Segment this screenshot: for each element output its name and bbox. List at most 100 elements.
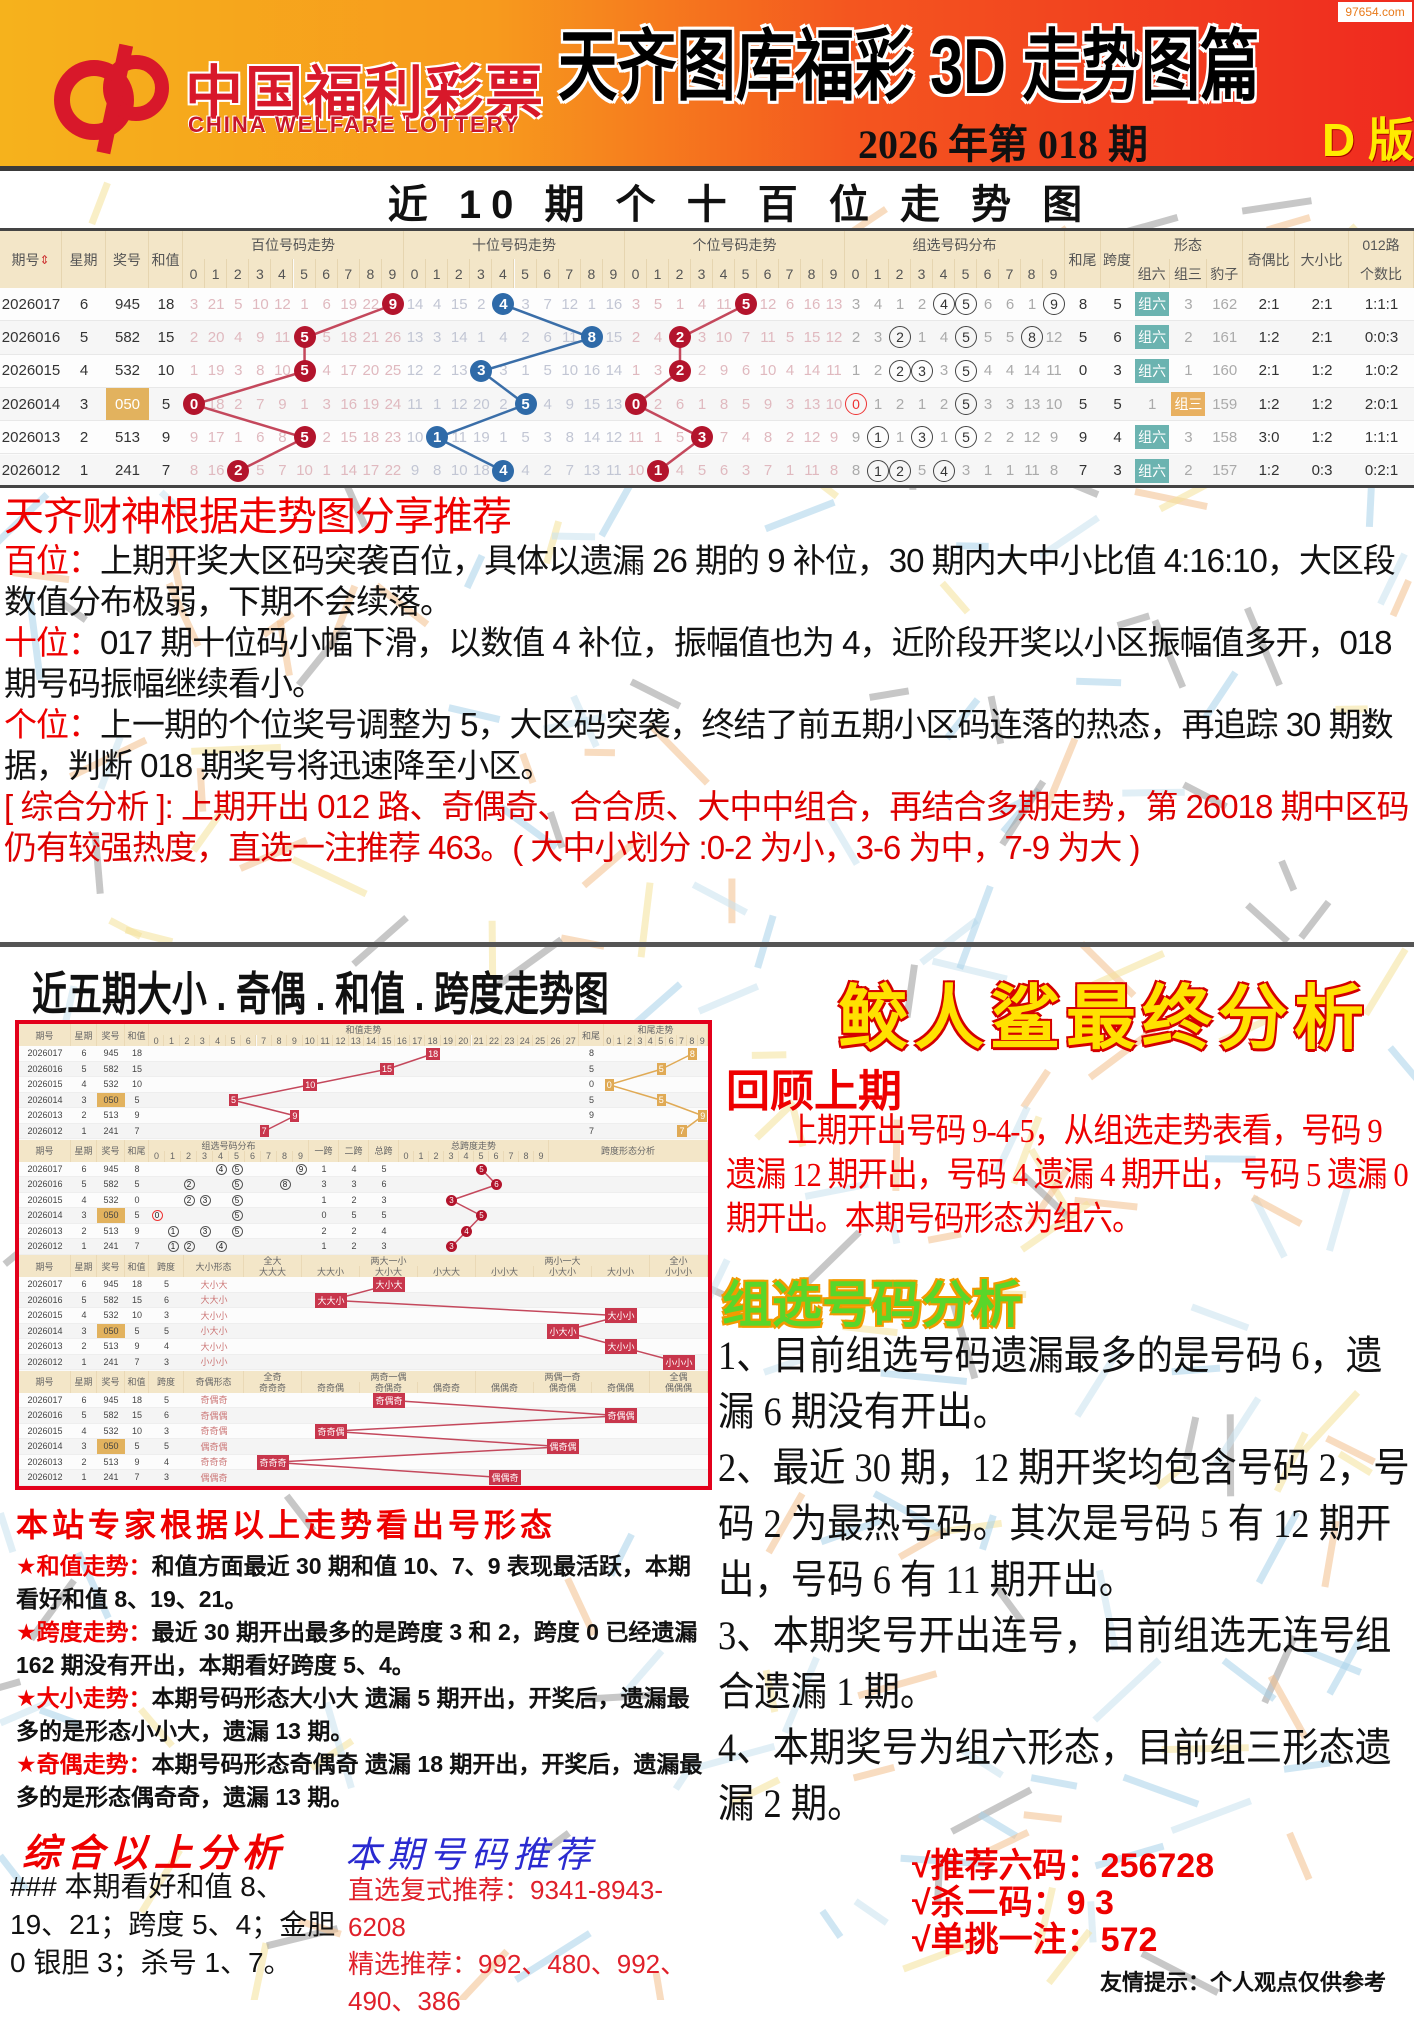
- miss-value: 7: [543, 296, 551, 313]
- cell-units-7: 3: [779, 388, 801, 421]
- miss-value: 11: [1046, 362, 1062, 379]
- cell-shape: 组六: [1134, 421, 1170, 454]
- cell-number: 532: [106, 355, 149, 388]
- cell-shape: 158: [1207, 421, 1243, 454]
- mini-header-digit: 26: [548, 1035, 563, 1046]
- group-digit-ring: 5: [955, 426, 977, 448]
- cell-big-small: 1:2: [1295, 421, 1349, 454]
- miss-value: 3: [698, 329, 706, 346]
- cell-sum: 18: [149, 288, 183, 321]
- review-text: 上期开出号码 9-4-5，从组选走势表看，号码 9 遗漏 12 期开出，号码 4…: [726, 1110, 1410, 1242]
- mini-cell-shape: 小大小: [184, 1324, 244, 1340]
- header-digit: 7: [999, 259, 1021, 288]
- final-analysis-title: 鲛人鲨最终分析: [838, 962, 1370, 1063]
- miss-value: 12: [274, 296, 291, 313]
- cell-units-6: 9: [757, 388, 779, 421]
- recommend-item-units: 个位：上一期的个位奖号调整为 5，大区码突袭，终结了前五期小区码连落的热态，再追…: [4, 704, 1412, 786]
- expert-title: 本站专家根据以上走势看出号形态: [16, 1500, 706, 1546]
- header-label: 星期: [70, 250, 98, 270]
- mini-header-digit: 11: [318, 1035, 333, 1046]
- mini-header-digit: 2: [429, 1151, 444, 1162]
- hit-ball: 5: [294, 426, 316, 448]
- header-digit: 1: [647, 259, 669, 288]
- mini-cell-sum_tail: 8: [125, 1162, 149, 1178]
- cell-group-5: 5: [955, 321, 977, 354]
- miss-value: 4: [676, 462, 684, 479]
- cell-tens-8: 16: [581, 355, 603, 388]
- miss-value: 24: [385, 396, 402, 413]
- cell-hundreds-4: 11: [271, 321, 293, 354]
- expert-item: ★跨度走势：最近 30 期开出最多的是跨度 3 和 2，跨度 0 已经遗漏 16…: [16, 1616, 706, 1682]
- mini-header-pattern: 大大大: [244, 1266, 302, 1277]
- mini-cell-weekday: 4: [71, 1308, 97, 1324]
- cell-tens-6: 2: [537, 455, 559, 488]
- cell-shape: 3: [1170, 288, 1206, 321]
- cell-tens-1: 4: [426, 288, 448, 321]
- miss-value: 6: [1006, 296, 1014, 313]
- mini-cell-shape: 偶偶奇: [184, 1470, 244, 1486]
- mini-header-sum: 和值: [125, 1371, 149, 1393]
- cell-tens-7: 8: [559, 421, 581, 454]
- cell-odd-even: 1:2: [1243, 455, 1295, 488]
- header-period[interactable]: 期号⇕: [0, 231, 62, 288]
- miss-value: 9: [852, 429, 860, 446]
- header-digit: 7: [338, 259, 360, 288]
- cell-hundreds-2: 5: [227, 288, 249, 321]
- hit-ball: 0: [625, 393, 647, 415]
- cell-tens-3: 18: [470, 455, 492, 488]
- hit-ball: 5: [294, 360, 316, 382]
- mini-cell-number: 582: [97, 1062, 125, 1078]
- pick-kill-two: √杀二码：9 3: [912, 1885, 1214, 1922]
- mini-cell-number: 945: [97, 1393, 125, 1409]
- mini-header-tail: 和尾: [579, 1024, 604, 1046]
- miss-value: 12: [606, 429, 623, 446]
- mini-span-hit: 5: [474, 1162, 489, 1178]
- divider: [0, 942, 1414, 947]
- cell-hundreds-9: 25: [382, 355, 404, 388]
- mini-header-digit: 4: [459, 1151, 474, 1162]
- cell-group-8: 13: [1021, 388, 1043, 421]
- pattern-hit-mark: 小小小: [663, 1355, 694, 1370]
- mini-header-digit: 3: [197, 1151, 213, 1162]
- mini-cell-sum: 18: [125, 1393, 149, 1409]
- miss-value: 2: [1184, 462, 1192, 479]
- miss-value: 5: [543, 362, 551, 379]
- mini-pattern-hit: 奇奇奇: [244, 1455, 302, 1471]
- mini-cell-span: 3: [149, 1470, 184, 1486]
- cell-weekday: 3: [62, 388, 106, 421]
- cell-group-5: 5: [955, 421, 977, 454]
- miss-value: 8: [1050, 462, 1058, 479]
- miss-value: 2: [521, 329, 529, 346]
- mini-cell-number: 241: [97, 1355, 125, 1371]
- mini-pattern-hit: 偶偶奇: [476, 1470, 534, 1486]
- cell-group-9: 11: [1043, 355, 1065, 388]
- cell-units-4: 11: [713, 288, 735, 321]
- header-label: 期号: [11, 250, 39, 270]
- cell-hundreds-6: 4: [316, 355, 338, 388]
- mini-cell-period: 2026017: [19, 1393, 71, 1409]
- mini-header-digit: 25: [533, 1035, 548, 1046]
- miss-value: 4: [786, 362, 794, 379]
- item-label: 十位：: [4, 624, 100, 661]
- miss-value: 4: [742, 429, 750, 446]
- cell-hundreds-9: 24: [382, 388, 404, 421]
- cell-group-9: 8: [1043, 455, 1065, 488]
- header-digit: 5: [735, 259, 757, 288]
- header-digit: 6: [977, 259, 999, 288]
- header-digit: 5: [515, 259, 537, 288]
- cell-tens-5: 1: [515, 355, 537, 388]
- mini-cell-sum: 9: [125, 1455, 149, 1471]
- mini-sum-hit: 9: [287, 1108, 302, 1124]
- miss-value: 3: [654, 362, 662, 379]
- cell-group-1: 4: [867, 288, 889, 321]
- cell-route: 2:0:1: [1349, 388, 1414, 421]
- confetti-stick: [699, 986, 758, 1011]
- miss-value: 11: [826, 362, 842, 379]
- mini-group-cell: 0: [149, 1208, 165, 1224]
- cell-tens-4: 4: [492, 288, 514, 321]
- cell-number: 513: [106, 421, 149, 454]
- miss-value: 1: [1028, 296, 1036, 313]
- sum-hit-mark: 5: [229, 1094, 238, 1106]
- miss-value: 8: [433, 462, 441, 479]
- cell-units-2: 2: [669, 355, 691, 388]
